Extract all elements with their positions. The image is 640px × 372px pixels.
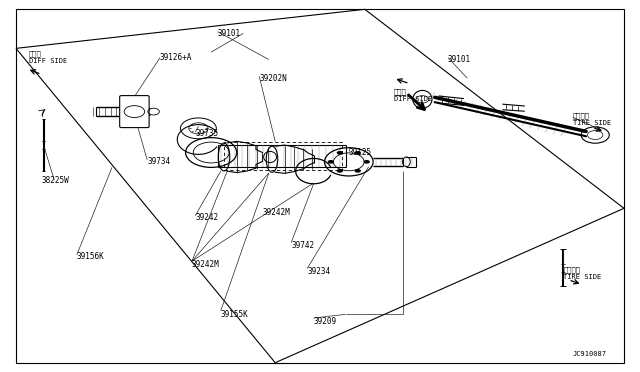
Text: 39101: 39101: [218, 29, 241, 38]
Text: 39125: 39125: [349, 148, 372, 157]
Text: 39242M: 39242M: [262, 208, 290, 217]
Text: 39155K: 39155K: [221, 310, 248, 319]
Text: 39242M: 39242M: [192, 260, 220, 269]
Circle shape: [337, 151, 343, 155]
Text: 39101: 39101: [448, 55, 471, 64]
Text: 39202N: 39202N: [259, 74, 287, 83]
Text: JC910087: JC910087: [573, 351, 607, 357]
Text: 38225W: 38225W: [42, 176, 69, 185]
Text: 39735: 39735: [195, 129, 218, 138]
Text: 39126+A: 39126+A: [160, 53, 193, 62]
Circle shape: [355, 169, 361, 173]
Text: 39156K: 39156K: [77, 252, 104, 261]
Bar: [224, 142, 342, 170]
FancyBboxPatch shape: [120, 96, 149, 128]
Text: 39209: 39209: [314, 317, 337, 326]
Text: タイヤ側
TIRE SIDE: タイヤ側 TIRE SIDE: [573, 112, 611, 126]
Text: 39742: 39742: [291, 241, 314, 250]
Circle shape: [337, 169, 343, 173]
Text: 39234: 39234: [307, 267, 330, 276]
Circle shape: [355, 151, 361, 155]
Text: デフ側
DIFF SIDE: デフ側 DIFF SIDE: [29, 51, 67, 64]
Text: デフ側
DIFF SIDE: デフ側 DIFF SIDE: [394, 88, 432, 102]
Circle shape: [328, 160, 334, 164]
Circle shape: [364, 160, 370, 164]
Text: 39242: 39242: [195, 213, 218, 222]
Text: 39734: 39734: [147, 157, 170, 166]
Text: タイヤ側
TIRE SIDE: タイヤ側 TIRE SIDE: [563, 267, 602, 280]
